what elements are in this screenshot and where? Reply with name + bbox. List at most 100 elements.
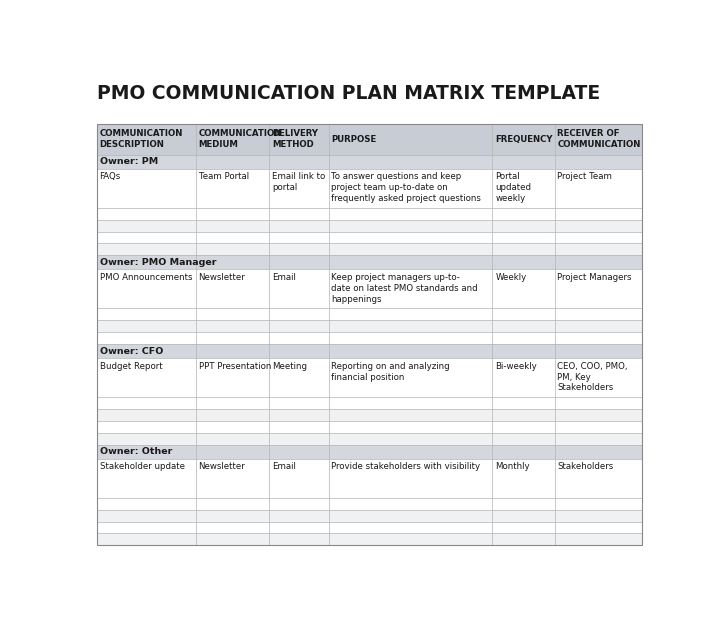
- Text: Project Team: Project Team: [557, 172, 612, 181]
- Bar: [269, 498, 329, 510]
- Bar: [269, 168, 329, 208]
- Text: Project Managers: Project Managers: [557, 273, 632, 282]
- Bar: [97, 433, 195, 445]
- Bar: [554, 244, 642, 255]
- Bar: [329, 308, 492, 320]
- Text: To answer questions and keep
project team up-to-date on
frequently asked project: To answer questions and keep project tea…: [332, 172, 481, 203]
- Bar: [195, 208, 269, 220]
- Text: PPT Presentation: PPT Presentation: [198, 362, 271, 371]
- Bar: [329, 534, 492, 545]
- Bar: [329, 521, 492, 534]
- Bar: [195, 155, 269, 168]
- Bar: [554, 534, 642, 545]
- Text: Keep project managers up-to-
date on latest PMO standards and
happenings: Keep project managers up-to- date on lat…: [332, 273, 478, 304]
- Bar: [195, 433, 269, 445]
- Bar: [554, 510, 642, 521]
- Bar: [329, 510, 492, 521]
- Text: FAQs: FAQs: [99, 172, 121, 181]
- Bar: [492, 124, 554, 155]
- Bar: [492, 409, 554, 421]
- Bar: [554, 521, 642, 534]
- Text: Email link to
portal: Email link to portal: [272, 172, 325, 193]
- Bar: [329, 269, 492, 308]
- Bar: [97, 458, 195, 498]
- Bar: [492, 308, 554, 320]
- Bar: [492, 445, 554, 458]
- Bar: [269, 231, 329, 244]
- Bar: [329, 155, 492, 168]
- Bar: [269, 409, 329, 421]
- Bar: [329, 498, 492, 510]
- Bar: [554, 124, 642, 155]
- Bar: [492, 208, 554, 220]
- Bar: [554, 155, 642, 168]
- Text: COMMUNICATION
DESCRIPTION: COMMUNICATION DESCRIPTION: [99, 130, 183, 149]
- Bar: [97, 308, 195, 320]
- Bar: [492, 433, 554, 445]
- Text: Reporting on and analyzing
financial position: Reporting on and analyzing financial pos…: [332, 362, 450, 381]
- Text: Newsletter: Newsletter: [198, 463, 245, 471]
- Bar: [195, 397, 269, 409]
- Bar: [329, 124, 492, 155]
- Bar: [329, 433, 492, 445]
- Bar: [554, 332, 642, 344]
- Bar: [269, 510, 329, 521]
- Bar: [97, 510, 195, 521]
- Bar: [329, 409, 492, 421]
- Bar: [97, 445, 195, 458]
- Bar: [195, 231, 269, 244]
- Bar: [97, 421, 195, 433]
- Bar: [269, 308, 329, 320]
- Bar: [195, 498, 269, 510]
- Bar: [97, 269, 195, 308]
- Bar: [492, 510, 554, 521]
- Bar: [195, 458, 269, 498]
- Bar: [97, 534, 195, 545]
- Bar: [269, 255, 329, 269]
- Bar: [329, 208, 492, 220]
- Bar: [554, 409, 642, 421]
- Bar: [97, 255, 195, 269]
- Bar: [195, 308, 269, 320]
- Bar: [195, 332, 269, 344]
- Text: Weekly: Weekly: [495, 273, 526, 282]
- Bar: [554, 168, 642, 208]
- Bar: [329, 244, 492, 255]
- Bar: [269, 421, 329, 433]
- Bar: [329, 421, 492, 433]
- Bar: [492, 332, 554, 344]
- Bar: [195, 255, 269, 269]
- Bar: [492, 220, 554, 231]
- Bar: [492, 320, 554, 332]
- Bar: [97, 409, 195, 421]
- Bar: [329, 231, 492, 244]
- Bar: [329, 332, 492, 344]
- Text: Meeting: Meeting: [272, 362, 307, 371]
- Bar: [329, 445, 492, 458]
- Bar: [269, 155, 329, 168]
- Bar: [554, 231, 642, 244]
- Bar: [195, 510, 269, 521]
- Bar: [492, 155, 554, 168]
- Bar: [554, 208, 642, 220]
- Bar: [195, 358, 269, 397]
- Bar: [554, 320, 642, 332]
- Bar: [97, 498, 195, 510]
- Bar: [195, 445, 269, 458]
- Text: CEO, COO, PMO,
PM, Key
Stakeholders: CEO, COO, PMO, PM, Key Stakeholders: [557, 362, 628, 392]
- Bar: [269, 220, 329, 231]
- Bar: [329, 344, 492, 358]
- Bar: [269, 397, 329, 409]
- Bar: [492, 255, 554, 269]
- Bar: [97, 397, 195, 409]
- Text: Owner: Other: Owner: Other: [99, 447, 172, 456]
- Bar: [269, 320, 329, 332]
- Text: COMMUNICATION
MEDIUM: COMMUNICATION MEDIUM: [198, 130, 282, 149]
- Bar: [269, 244, 329, 255]
- Text: Provide stakeholders with visibility: Provide stakeholders with visibility: [332, 463, 480, 471]
- Bar: [269, 124, 329, 155]
- Bar: [492, 458, 554, 498]
- Text: Owner: PM: Owner: PM: [99, 157, 158, 166]
- Bar: [329, 220, 492, 231]
- Bar: [554, 220, 642, 231]
